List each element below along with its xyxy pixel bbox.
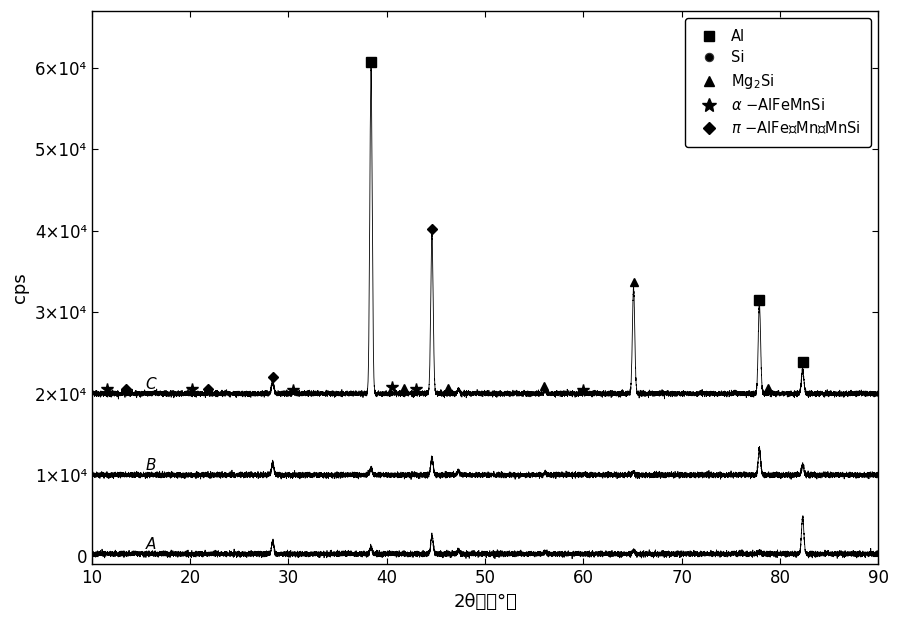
Text: C: C (146, 377, 157, 392)
Y-axis label: cps: cps (11, 272, 29, 303)
Text: B: B (146, 458, 157, 473)
Text: A: A (146, 537, 157, 552)
X-axis label: 2θ／（°）: 2θ／（°） (453, 593, 517, 611)
Legend: Al, Si, Mg$_2$Si, $\alpha$ $-$AlFeMnSi, $\pi$ $-$AlFe（Mn）MnSi: Al, Si, Mg$_2$Si, $\alpha$ $-$AlFeMnSi, … (685, 19, 871, 147)
